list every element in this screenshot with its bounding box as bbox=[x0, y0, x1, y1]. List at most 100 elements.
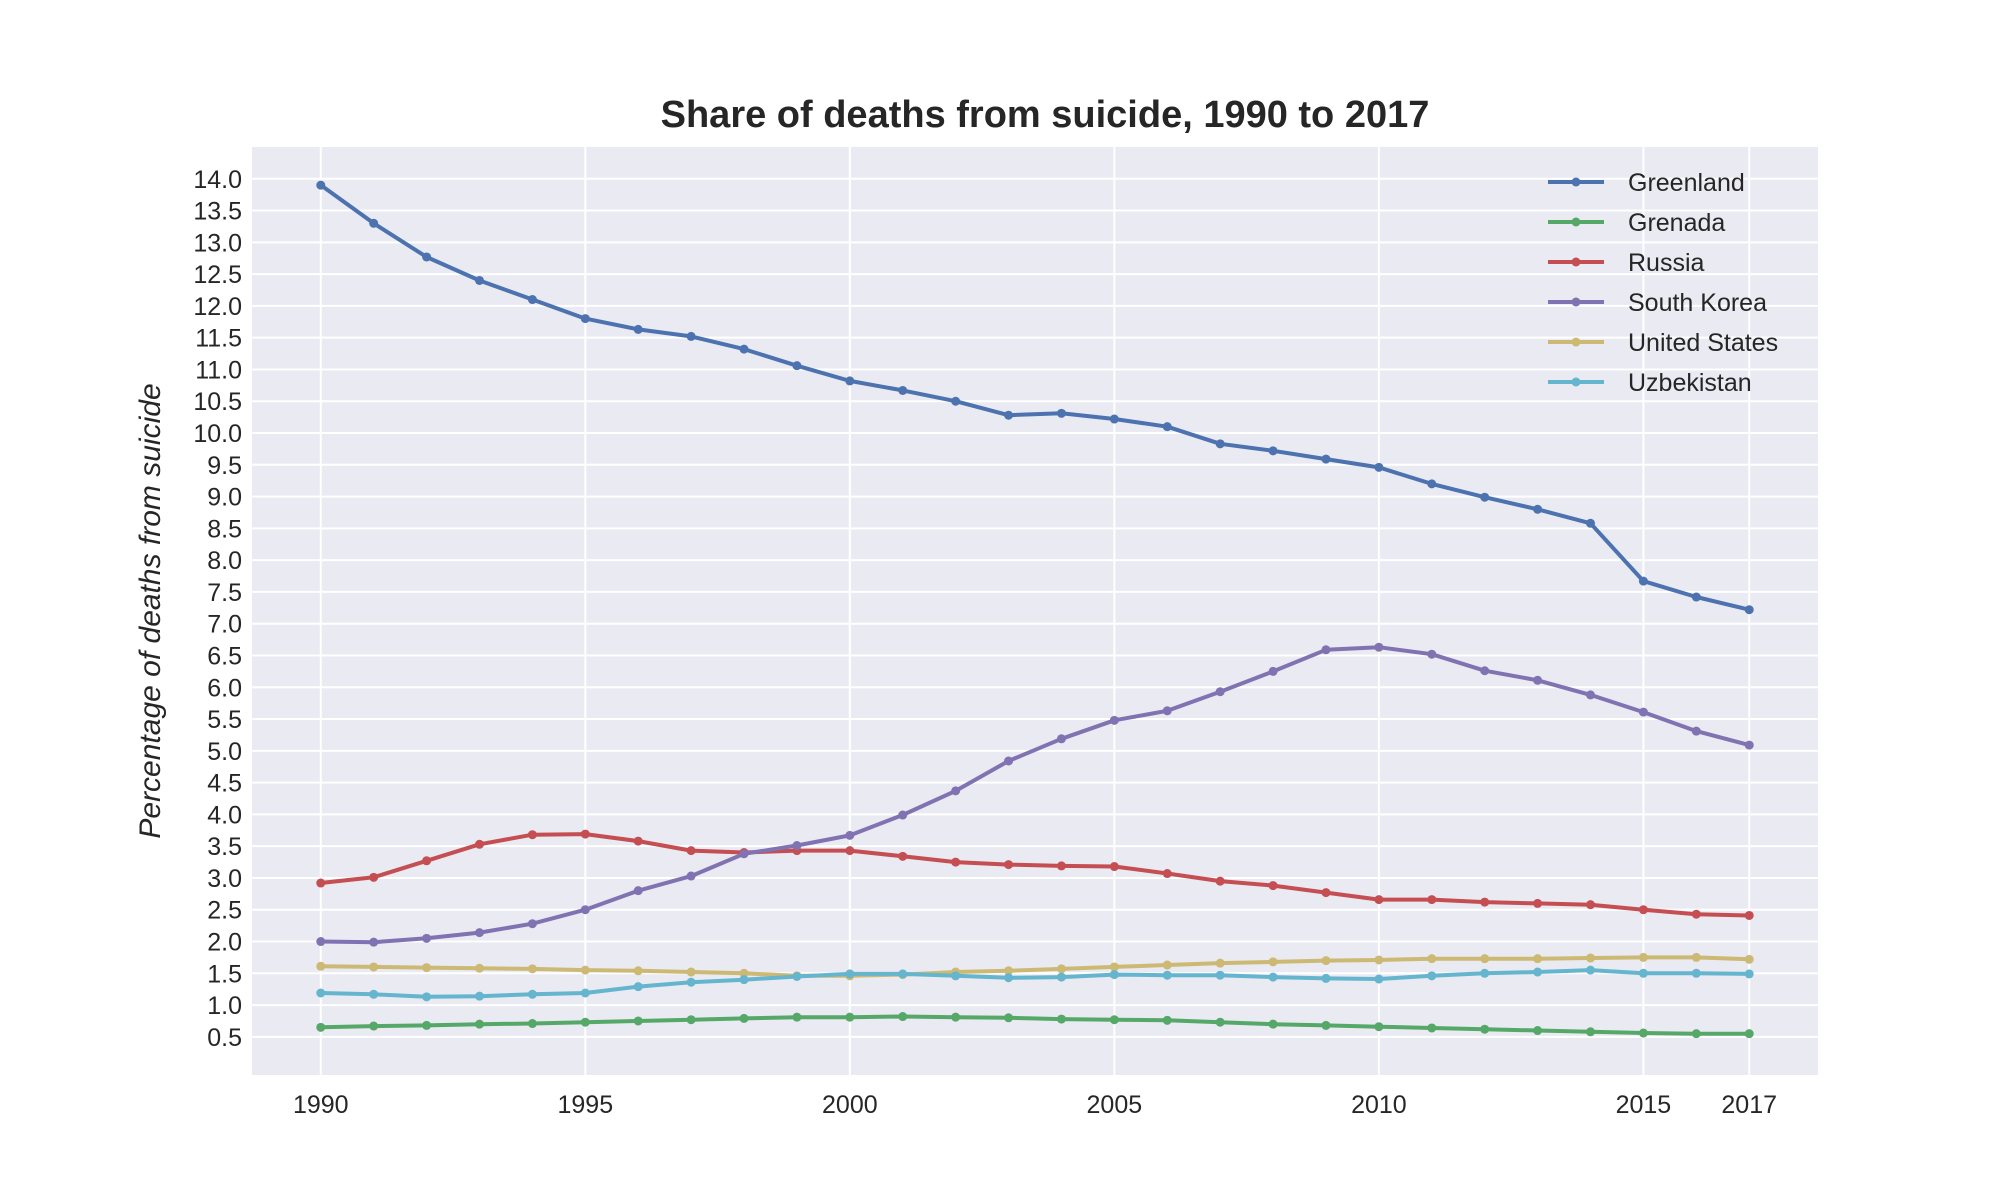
data-point-united-states bbox=[369, 962, 379, 972]
data-point-grenada bbox=[845, 1012, 855, 1022]
data-point-uzbekistan bbox=[1321, 973, 1331, 983]
legend-label: Greenland bbox=[1628, 169, 1745, 197]
data-point-russia bbox=[422, 856, 432, 866]
data-point-south-korea bbox=[474, 928, 484, 938]
legend-marker bbox=[1571, 177, 1581, 187]
data-point-grenada bbox=[527, 1019, 537, 1029]
data-point-uzbekistan bbox=[845, 969, 855, 979]
data-point-united-states bbox=[1162, 960, 1172, 970]
series-line-greenland bbox=[318, 183, 1752, 612]
data-point-south-korea bbox=[1427, 649, 1437, 659]
data-point-uzbekistan bbox=[1056, 972, 1066, 982]
y-tick-label: 5.0 bbox=[207, 738, 242, 766]
data-point-south-korea bbox=[792, 841, 802, 851]
data-point-south-korea bbox=[1691, 726, 1701, 736]
data-point-russia bbox=[898, 851, 908, 861]
data-point-uzbekistan bbox=[1215, 970, 1225, 980]
data-point-uzbekistan bbox=[1586, 965, 1596, 975]
series-russia bbox=[316, 829, 1754, 920]
data-point-united-states bbox=[316, 961, 326, 971]
data-point-russia bbox=[369, 872, 379, 882]
series-grenada bbox=[316, 1012, 1754, 1039]
data-point-russia bbox=[633, 836, 643, 846]
data-point-uzbekistan bbox=[1109, 970, 1119, 980]
data-point-uzbekistan bbox=[580, 988, 590, 998]
legend-item-russia: Russia bbox=[1548, 249, 1705, 277]
data-point-grenada bbox=[1586, 1027, 1596, 1037]
data-point-grenada bbox=[1744, 1029, 1754, 1039]
data-point-grenada bbox=[1109, 1015, 1119, 1025]
data-point-south-korea bbox=[633, 886, 643, 896]
y-tick-label: 11.5 bbox=[195, 325, 242, 353]
data-point-uzbekistan bbox=[1533, 967, 1543, 977]
y-tick-label: 8.5 bbox=[207, 515, 242, 543]
y-tick-label: 1.0 bbox=[207, 992, 242, 1020]
legend-item-grenada: Grenada bbox=[1548, 209, 1725, 237]
x-tick-label: 2010 bbox=[1351, 1091, 1407, 1119]
data-point-south-korea bbox=[739, 849, 749, 859]
data-point-united-states bbox=[686, 967, 696, 977]
data-point-grenada bbox=[580, 1017, 590, 1027]
data-point-greenland bbox=[1056, 408, 1066, 418]
data-point-south-korea bbox=[951, 786, 961, 796]
y-tick-label: 13.5 bbox=[193, 198, 242, 226]
legend-label: Grenada bbox=[1628, 209, 1725, 237]
data-point-russia bbox=[1215, 876, 1225, 886]
y-tick-label: 2.0 bbox=[207, 929, 242, 957]
data-point-greenland bbox=[1638, 576, 1648, 586]
data-point-uzbekistan bbox=[898, 969, 908, 979]
data-point-south-korea bbox=[1744, 740, 1754, 750]
data-point-uzbekistan bbox=[1744, 969, 1754, 979]
data-point-greenland bbox=[1586, 518, 1596, 528]
legend-item-south-korea: South Korea bbox=[1548, 289, 1767, 317]
data-point-united-states bbox=[1586, 953, 1596, 963]
data-point-greenland bbox=[1109, 414, 1119, 424]
data-point-united-states bbox=[1321, 956, 1331, 966]
data-point-south-korea bbox=[1638, 707, 1648, 717]
y-tick-label: 4.5 bbox=[207, 770, 242, 798]
data-point-grenada bbox=[1374, 1022, 1384, 1032]
data-point-grenada bbox=[1638, 1028, 1648, 1038]
y-tick-label: 7.5 bbox=[207, 579, 242, 607]
data-point-greenland bbox=[845, 376, 855, 386]
data-point-greenland bbox=[1480, 492, 1490, 502]
data-point-grenada bbox=[1215, 1017, 1225, 1027]
y-tick-label: 5.5 bbox=[207, 706, 242, 734]
data-point-grenada bbox=[1480, 1024, 1490, 1034]
data-point-south-korea bbox=[1480, 666, 1490, 676]
data-point-united-states bbox=[633, 966, 643, 976]
data-point-united-states bbox=[1004, 966, 1014, 976]
data-point-greenland bbox=[369, 218, 379, 228]
data-point-russia bbox=[686, 846, 696, 856]
data-point-russia bbox=[1638, 905, 1648, 915]
data-point-uzbekistan bbox=[1638, 968, 1648, 978]
x-tick-label: 1990 bbox=[293, 1091, 349, 1119]
data-point-grenada bbox=[951, 1012, 961, 1022]
data-point-russia bbox=[580, 829, 590, 839]
y-tick-label: 8.0 bbox=[207, 547, 242, 575]
data-point-greenland bbox=[739, 344, 749, 354]
legend-item-united-states: United States bbox=[1548, 329, 1778, 357]
data-point-uzbekistan bbox=[422, 992, 432, 1002]
data-point-grenada bbox=[1533, 1026, 1543, 1036]
data-point-united-states bbox=[1691, 952, 1701, 962]
data-point-united-states bbox=[422, 963, 432, 973]
data-point-south-korea bbox=[527, 919, 537, 929]
data-point-united-states bbox=[580, 965, 590, 975]
series-line-south-korea bbox=[318, 645, 1752, 945]
y-tick-label: 9.0 bbox=[207, 484, 242, 512]
y-tick-label: 14.0 bbox=[193, 166, 242, 194]
data-point-united-states bbox=[1533, 954, 1543, 964]
data-point-grenada bbox=[1321, 1020, 1331, 1030]
data-point-greenland bbox=[686, 331, 696, 341]
data-point-united-states bbox=[1056, 964, 1066, 974]
y-tick-label: 10.0 bbox=[193, 420, 242, 448]
series-south-korea bbox=[316, 642, 1754, 947]
data-point-russia bbox=[474, 839, 484, 849]
data-point-russia bbox=[1374, 895, 1384, 905]
data-point-greenland bbox=[1162, 422, 1172, 432]
data-point-uzbekistan bbox=[1480, 968, 1490, 978]
data-point-russia bbox=[1321, 888, 1331, 898]
y-tick-label: 11.0 bbox=[195, 356, 242, 384]
legend: Greenland Grenada Russia South Korea United … bbox=[1548, 169, 1778, 397]
